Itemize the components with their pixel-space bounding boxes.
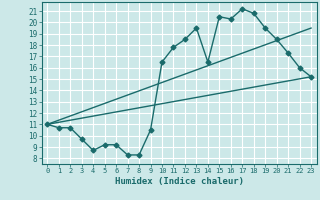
- X-axis label: Humidex (Indice chaleur): Humidex (Indice chaleur): [115, 177, 244, 186]
